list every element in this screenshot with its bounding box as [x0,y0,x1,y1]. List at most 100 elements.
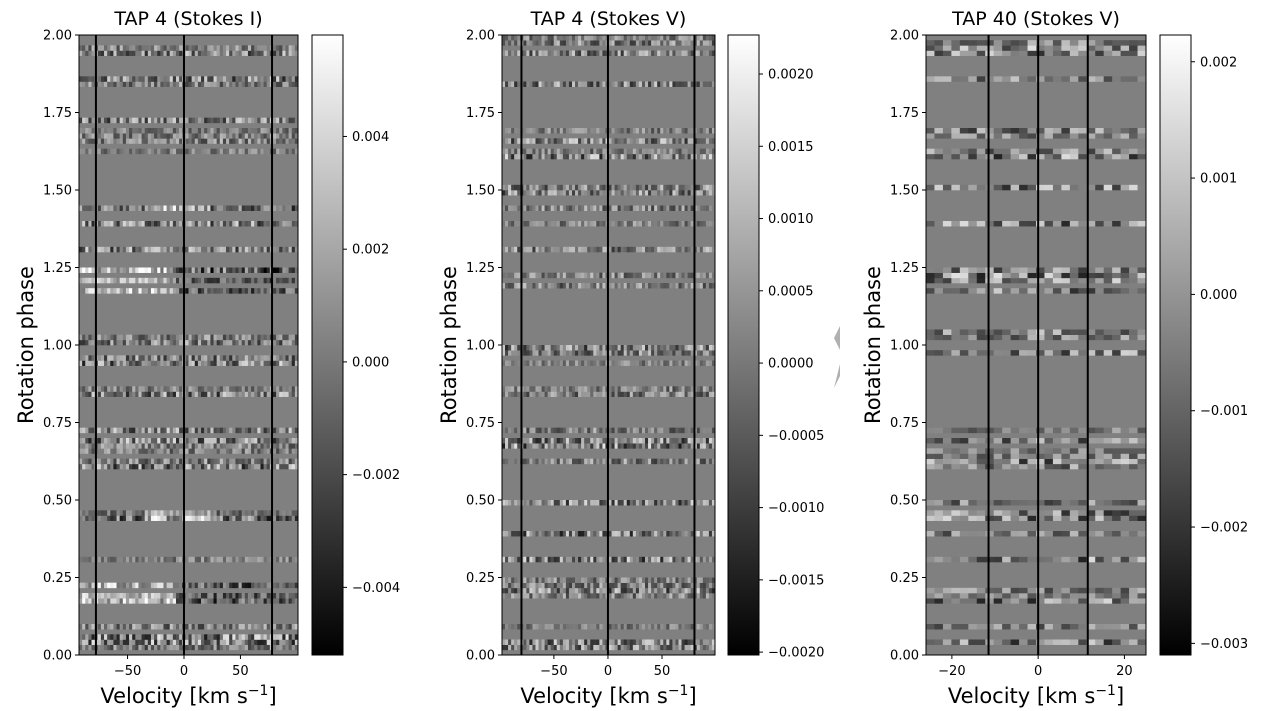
heatmap-cell [172,386,177,392]
heatmap-cell [204,81,208,87]
heatmap-cell [85,339,89,346]
heatmap-cell [288,138,293,144]
heatmap-cell [185,246,189,253]
heatmap-cell [529,35,533,41]
heatmap-cell [553,427,558,434]
heatmap-cell [514,221,518,227]
heatmap-cell [669,427,673,434]
heatmap-cell [611,639,615,645]
heatmap-cell [593,350,597,356]
heatmap-cell [107,598,111,604]
heatmap-cell [608,283,612,289]
heatmap-cell [254,427,258,434]
heatmap-cell [185,639,189,645]
heatmap-cell [675,531,679,537]
heatmap-cell [657,205,661,211]
heatmap-cell [235,128,239,134]
heatmap-cell [88,277,92,284]
heatmap-cell [657,350,661,356]
heatmap-cell [660,40,664,46]
heatmap-cell [556,458,561,465]
heatmap-cell [204,458,208,465]
heatmap-cell [562,40,567,46]
heatmap-cell [160,515,164,521]
heatmap-cell [201,76,205,82]
heatmap-cell [282,267,286,273]
heatmap-cell [141,515,145,521]
heatmap-cell [247,81,252,87]
heatmap-cell [266,148,271,155]
heatmap-cell [678,50,682,56]
heatmap-cell [666,593,670,599]
heatmap-cell [232,510,236,516]
heatmap-cell [276,334,280,341]
heatmap-cell [122,339,127,346]
heatmap-cell [91,386,95,392]
heatmap-cell [82,438,86,444]
heatmap-cell [593,443,597,449]
heatmap-cell [660,391,664,397]
heatmap-cell [690,81,694,87]
heatmap-cell [608,153,612,160]
heatmap-cell [160,634,164,640]
heatmap-cell [511,644,515,651]
heatmap-cell [154,634,158,640]
heatmap-cell [254,582,258,589]
heatmap-cell [91,148,95,155]
heatmap-cell [681,391,685,397]
heatmap-cell [247,267,252,273]
heatmap-cell [635,443,640,449]
heatmap-cell [147,138,152,144]
heatmap-cell [593,128,597,134]
heatmap-cell [544,148,548,155]
heatmap-cell [608,593,612,599]
heatmap-cell [79,634,83,640]
heatmap-cell [97,246,102,253]
heatmap-cell [578,190,582,196]
heatmap-cell [216,117,221,124]
heatmap-cell [602,639,606,645]
heatmap-cell [532,360,536,366]
heatmap-cell [207,598,211,604]
heatmap-cell [550,624,555,630]
heatmap-cell [119,624,124,630]
heatmap-cell [122,427,127,434]
heatmap-cell [251,515,255,521]
heatmap-cell [687,190,691,196]
heatmap-cell [629,148,634,155]
heatmap-cell [260,221,264,227]
heatmap-cell [711,500,716,506]
heatmap-cell [194,76,199,82]
heatmap-cell [626,40,631,46]
heatmap-cell [147,128,152,134]
heatmap-cell [135,45,139,51]
heatmap-cell [276,639,280,645]
heatmap-cell [532,644,536,651]
heatmap-cell [505,345,509,351]
heatmap-cell [122,277,127,284]
heatmap-cell [544,138,548,144]
heatmap-cell [129,427,133,434]
heatmap-cell [219,644,224,651]
heatmap-cell [581,624,585,630]
heatmap-cell [651,386,655,392]
heatmap-cell [666,272,670,279]
heatmap-cell [210,598,214,604]
heatmap-cell [599,148,603,155]
heatmap-cell [150,246,155,253]
heatmap-cell [666,624,670,630]
heatmap-cell [113,288,117,294]
heatmap-cell [257,76,261,82]
heatmap-cell [699,205,704,211]
heatmap-cell [611,427,615,434]
heatmap-cell [587,500,591,506]
heatmap-cell [154,205,158,211]
heatmap-cell [135,117,139,124]
heatmap-cell [241,246,246,253]
heatmap-cell [532,283,536,289]
heatmap-cell [141,593,145,599]
heatmap-cell [222,133,227,139]
heatmap-cell [125,386,130,392]
heatmap-cell [529,443,533,449]
y-tick-label: 1.50 [43,184,72,199]
